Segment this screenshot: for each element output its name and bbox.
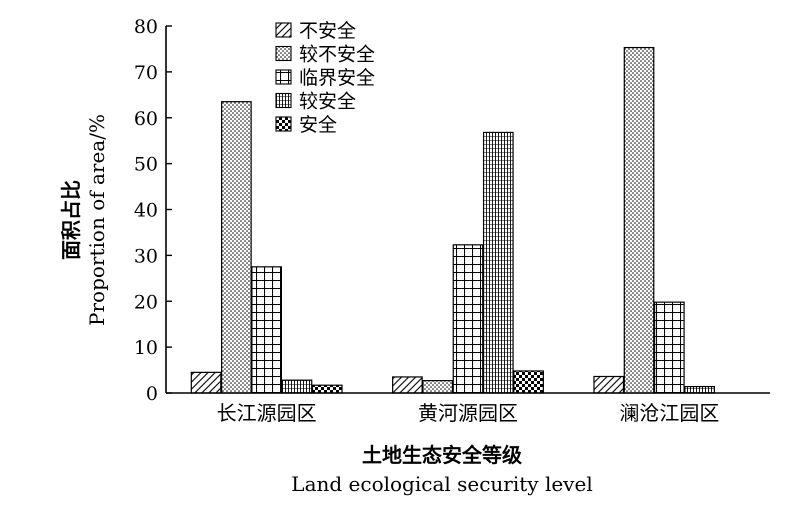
legend-swatch [275, 45, 292, 62]
bar [482, 131, 514, 394]
legend-label: 较不安全 [299, 44, 375, 66]
bar [623, 46, 655, 394]
legend-label: 安全 [299, 114, 337, 136]
x-category-label: 澜沧江园区 [619, 401, 719, 425]
bar [392, 376, 423, 394]
bar [221, 101, 252, 394]
bar [593, 375, 625, 394]
legend-label: 较安全 [299, 91, 356, 113]
y-tick-label: 20 [134, 291, 158, 313]
y-axis-title-en: Proportion of area/% [85, 114, 109, 326]
y-tick-label: 50 [134, 154, 158, 176]
bar [653, 301, 685, 394]
bar [190, 371, 222, 394]
y-tick-label: 60 [134, 108, 158, 130]
y-tick-label: 0 [146, 383, 158, 405]
bar [513, 370, 544, 394]
bar [422, 380, 454, 394]
x-axis-title-cn: 土地生态安全等级 [362, 443, 522, 467]
bar [452, 244, 484, 394]
y-tick-label: 30 [134, 245, 158, 267]
y-tick-label: 40 [134, 200, 158, 222]
legend-swatch [275, 69, 292, 85]
bar [311, 384, 343, 394]
y-tick-label: 70 [134, 62, 158, 84]
y-tick-label: 80 [134, 16, 158, 38]
legend-swatch [275, 22, 292, 38]
legend-label: 不安全 [299, 20, 356, 42]
bar [281, 379, 313, 394]
bar [251, 266, 283, 394]
legend-swatch [275, 92, 292, 109]
bar [684, 385, 715, 394]
y-ticks-group: 0 10 20 30 40 50 60 70 80 [134, 16, 172, 405]
x-category-label: 黄河源园区 [418, 401, 518, 425]
x-category-labels-group: 长江源园区 黄河源园区 澜沧江园区 [217, 401, 720, 425]
x-category-label: 长江源园区 [217, 401, 317, 425]
x-axis-title-en: Land ecological security level [291, 472, 592, 496]
bars-group [190, 46, 715, 394]
legend-swatch [275, 116, 292, 132]
y-axis-title-cn: 面积占比 [59, 180, 83, 260]
legend-label: 临界安全 [299, 67, 375, 89]
y-tick-label: 10 [134, 337, 158, 359]
